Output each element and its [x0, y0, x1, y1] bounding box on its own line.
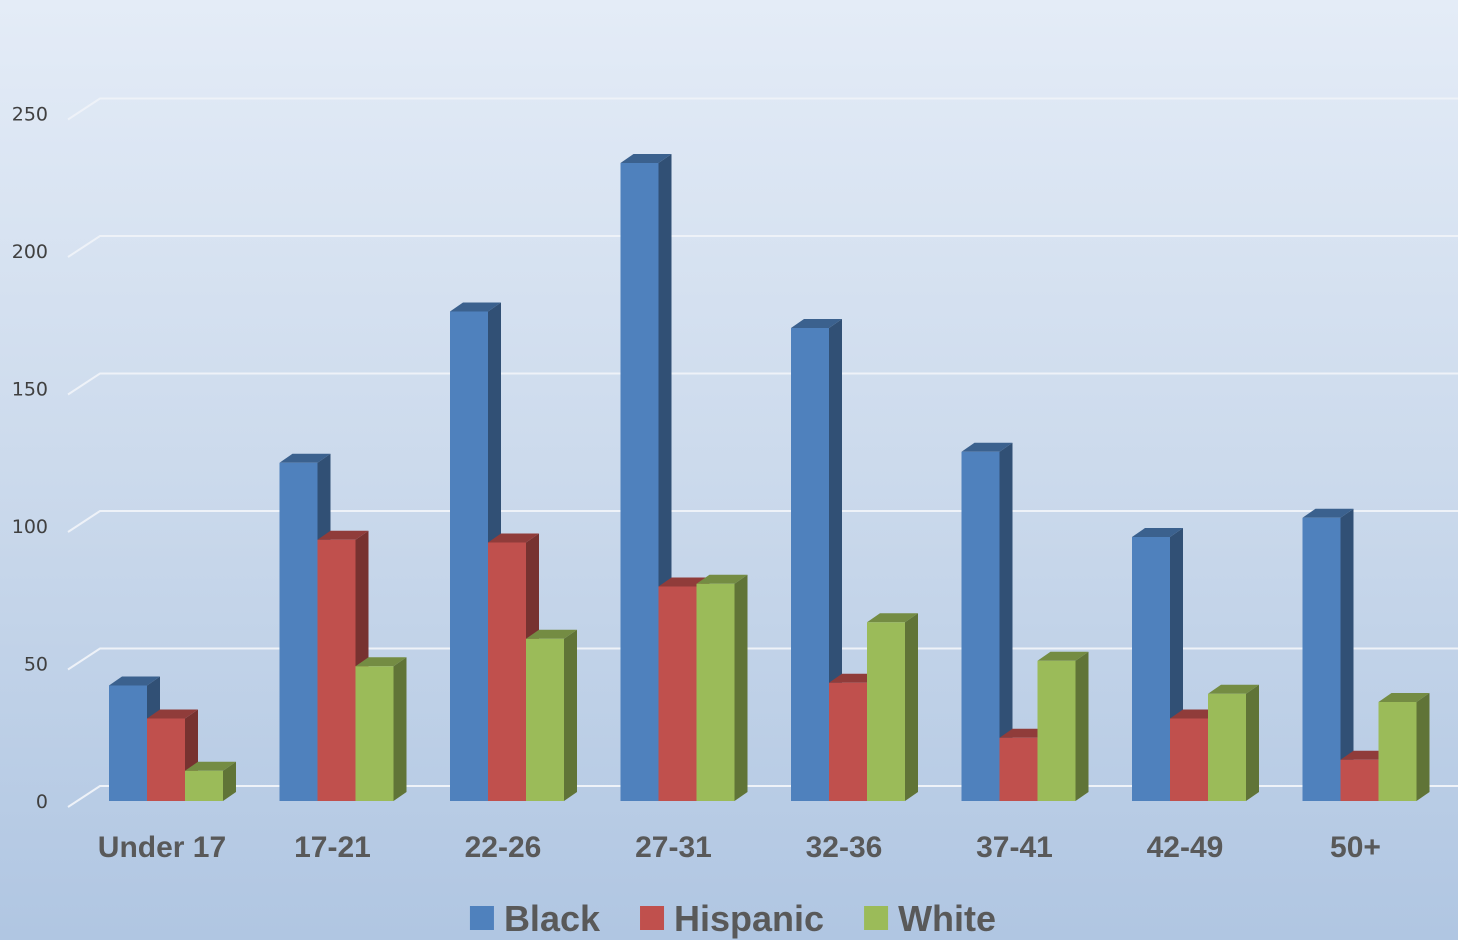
bar-white-27-31 — [696, 574, 748, 801]
legend-swatch — [864, 906, 889, 930]
legend-label: Hispanic — [674, 898, 824, 939]
x-tick-label: 50+ — [1330, 831, 1381, 864]
x-axis-tick-labels: Under 17 17-21 22-26 27-31 32-36 37-41 42-49 50… — [98, 831, 1381, 864]
legend-swatch — [640, 906, 665, 930]
x-tick-label: 37-41 — [976, 831, 1053, 864]
x-tick-label: 42-49 — [1147, 831, 1224, 864]
y-tick-label: 50 — [24, 654, 48, 676]
x-tick-label: 27-31 — [635, 831, 712, 864]
bar-black-37-41 — [961, 442, 1013, 801]
y-tick-label: 100 — [12, 516, 48, 538]
y-axis-tick-labels: 0 50 100 150 200 250 — [12, 104, 48, 814]
gridline — [67, 510, 1458, 533]
y-tick-label: 200 — [12, 241, 48, 263]
legend-item-white: White — [864, 898, 996, 939]
legend: Black Hispanic White — [469, 898, 996, 939]
bar-white-50+ — [1378, 693, 1430, 801]
bar-white-32-36 — [867, 613, 918, 801]
y-tick-label: 250 — [12, 104, 48, 126]
legend-label: Black — [504, 898, 601, 939]
x-tick-label: Under 17 — [98, 831, 226, 864]
legend-item-black: Black — [469, 898, 601, 939]
y-tick-label: 150 — [12, 379, 48, 401]
bar-white-42-49 — [1208, 684, 1259, 801]
gridline — [67, 372, 1458, 396]
legend-item-hispanic: Hispanic — [640, 898, 824, 939]
bar-white-under-17 — [185, 761, 236, 801]
y-tick-label: 0 — [36, 791, 48, 813]
legend-label: White — [898, 898, 996, 939]
bar-white-22-26 — [526, 629, 577, 801]
gridline — [67, 97, 1458, 121]
x-tick-label: 17-21 — [294, 831, 371, 864]
legend-swatch — [469, 906, 494, 930]
x-tick-label: 32-36 — [806, 831, 883, 864]
bars — [109, 154, 1430, 801]
gridline — [67, 235, 1458, 258]
x-tick-label: 22-26 — [465, 831, 542, 864]
gridline — [67, 647, 1458, 671]
bar-white-37-41 — [1037, 651, 1089, 801]
bar-black-50+ — [1302, 508, 1354, 801]
bar-white-17-21 — [355, 657, 407, 801]
